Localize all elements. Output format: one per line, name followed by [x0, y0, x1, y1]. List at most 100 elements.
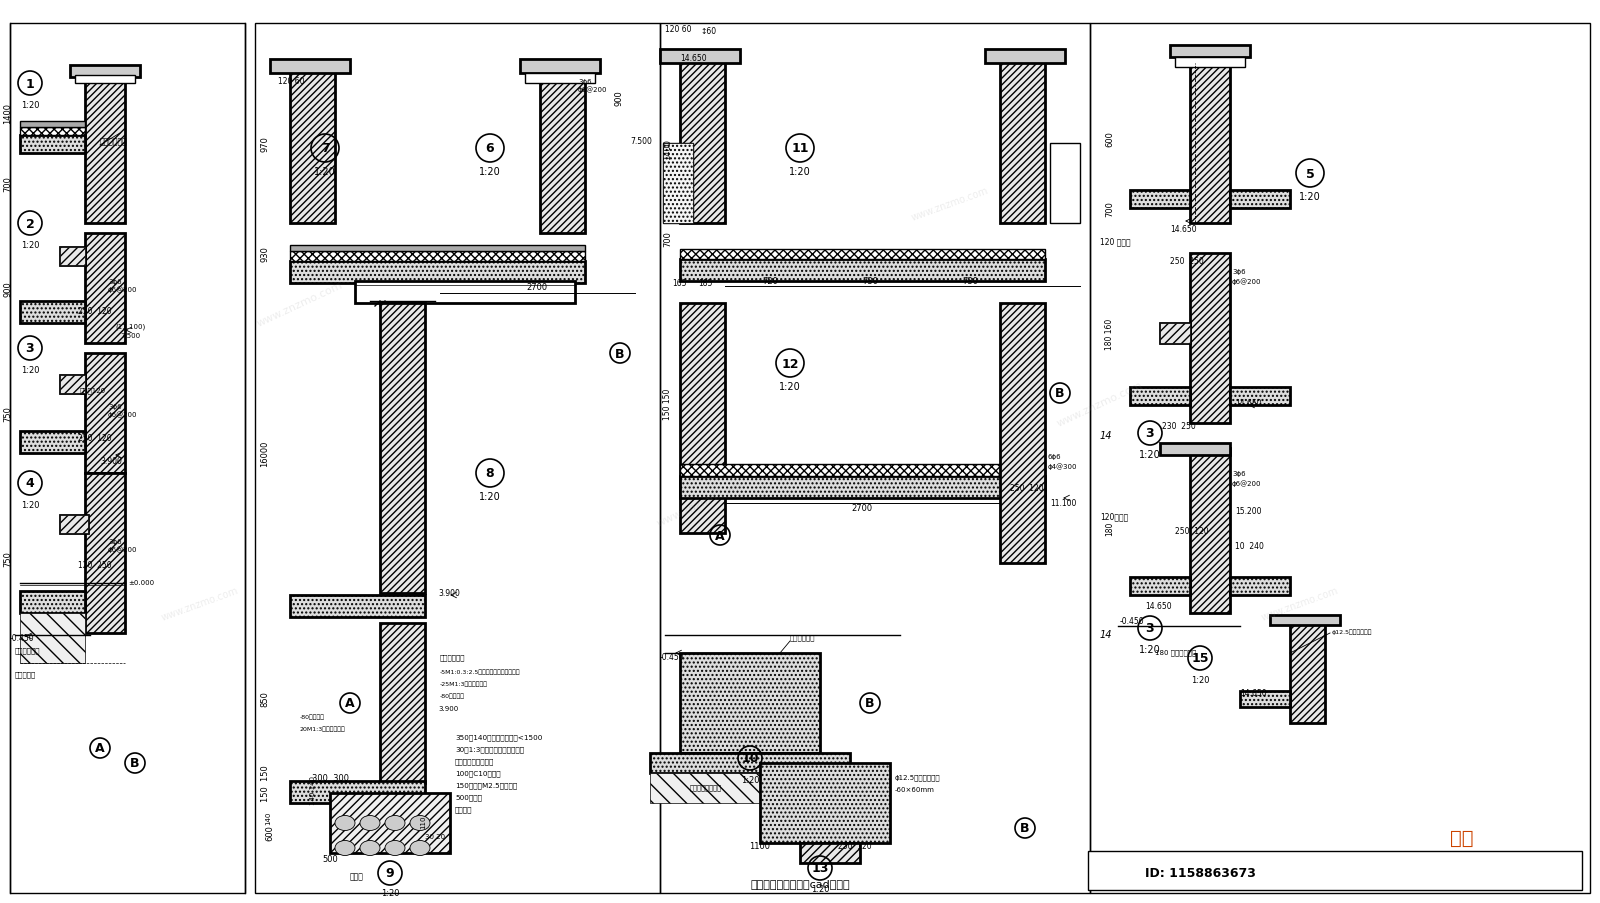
Bar	[1160, 443, 1230, 455]
Text: 3: 3	[1146, 427, 1154, 440]
Bar	[680, 477, 1045, 498]
Text: 6ϕ6: 6ϕ6	[1048, 453, 1062, 460]
Text: -0.450: -0.450	[10, 633, 35, 642]
Text: ϕ6@200: ϕ6@200	[109, 286, 138, 293]
Bar	[1000, 303, 1045, 563]
Bar	[1000, 59, 1045, 224]
Text: ϕ6@200: ϕ6@200	[109, 545, 138, 553]
Text: 500厚护坡: 500厚护坡	[454, 793, 482, 800]
Text: 1100: 1100	[749, 841, 771, 850]
Text: ϕ12.5水泥砂浆护坡: ϕ12.5水泥砂浆护坡	[894, 773, 941, 780]
Bar	[85, 74, 125, 224]
Bar	[85, 234, 125, 344]
Text: ±0.000: ±0.000	[128, 580, 154, 585]
Bar	[330, 793, 450, 853]
Text: 250  120: 250 120	[1010, 483, 1043, 492]
Text: 750: 750	[3, 405, 13, 422]
Text: 300  300: 300 300	[312, 774, 349, 783]
Text: 3.900: 3.900	[438, 589, 459, 598]
Text: 230  250: 230 250	[1162, 422, 1195, 431]
Text: 15: 15	[1192, 652, 1208, 665]
Text: 3001-36: 3001-36	[1480, 860, 1520, 870]
Text: 1:20: 1:20	[1139, 644, 1162, 655]
Bar	[61, 516, 88, 534]
Text: 110: 110	[419, 815, 426, 828]
Bar	[1170, 46, 1250, 58]
Text: 3ϕ6: 3ϕ6	[109, 404, 122, 410]
Bar	[61, 247, 85, 265]
Bar	[1130, 387, 1190, 405]
Bar	[290, 262, 586, 284]
Bar	[1090, 24, 1590, 893]
Text: 7.500: 7.500	[120, 332, 141, 339]
Bar	[680, 303, 725, 534]
Text: 14.650: 14.650	[680, 54, 707, 63]
Text: 12: 12	[781, 357, 798, 370]
Text: 7.500: 7.500	[630, 137, 651, 146]
Text: B: B	[1056, 387, 1064, 400]
Text: 1:20: 1:20	[314, 167, 336, 177]
Text: www.znzmo.com: www.znzmo.com	[910, 185, 990, 222]
Text: 防雨罩120: 防雨罩120	[80, 386, 106, 393]
Text: 140: 140	[266, 811, 270, 824]
Bar	[1230, 387, 1290, 405]
Text: 5: 5	[1306, 167, 1314, 181]
Bar	[1190, 54, 1230, 224]
Text: 180 重楼外窗台止: 180 重楼外窗台止	[1155, 648, 1197, 655]
Bar	[19, 302, 85, 323]
Text: 700: 700	[664, 231, 672, 247]
Text: -60×60mm: -60×60mm	[894, 787, 934, 792]
Text: 150  150: 150 150	[261, 765, 269, 802]
Bar	[680, 653, 819, 753]
Text: -0.450: -0.450	[661, 652, 685, 661]
Text: 750: 750	[3, 551, 13, 566]
Bar	[1230, 191, 1290, 209]
Bar	[19, 591, 85, 613]
Text: 850: 850	[261, 690, 269, 706]
Bar	[19, 432, 85, 453]
Bar	[662, 144, 693, 224]
Bar	[290, 781, 426, 803]
Text: 180: 180	[1106, 521, 1115, 535]
Text: 120 60: 120 60	[278, 77, 304, 86]
Text: 1:20: 1:20	[478, 491, 501, 501]
Text: 720: 720	[762, 276, 778, 285]
Bar	[290, 69, 334, 224]
Bar	[85, 354, 125, 473]
Text: ID: 1158863673: ID: 1158863673	[1144, 867, 1256, 880]
Text: 1:20: 1:20	[1299, 191, 1322, 201]
Text: 2700: 2700	[526, 283, 547, 292]
Text: 3.900: 3.900	[99, 457, 122, 465]
Text: 3ϕ6: 3ϕ6	[1232, 470, 1246, 477]
Bar	[70, 66, 141, 78]
Text: 120 60: 120 60	[666, 25, 691, 34]
Text: 1:20: 1:20	[21, 500, 40, 509]
Text: 1:20: 1:20	[1139, 450, 1162, 460]
Bar	[661, 24, 1090, 893]
Text: 730: 730	[862, 276, 878, 285]
Ellipse shape	[334, 815, 355, 831]
Text: A: A	[346, 697, 355, 710]
Text: ϕ12.5水泥砂浆护坡: ϕ12.5水泥砂浆护坡	[1331, 628, 1373, 634]
Bar	[290, 781, 426, 803]
Bar	[19, 591, 85, 613]
Text: 250  120: 250 120	[1174, 526, 1208, 535]
Text: 大桩基础护墙: 大桩基础护墙	[790, 633, 816, 640]
Text: 10  240: 10 240	[1235, 542, 1264, 551]
Text: 150 150: 150 150	[664, 388, 672, 419]
Text: www.znzmo.com: www.znzmo.com	[160, 585, 240, 622]
Bar	[1130, 577, 1190, 595]
Bar	[75, 76, 134, 84]
Text: 基础垫: 基础垫	[350, 871, 363, 880]
Bar	[290, 246, 586, 252]
Bar	[254, 24, 661, 893]
Text: 500: 500	[322, 854, 338, 863]
Text: 120腰线砖: 120腰线砖	[1101, 511, 1128, 520]
Text: 2700: 2700	[851, 504, 872, 512]
Text: 某小学教学楼建施图cad施工图: 某小学教学楼建施图cad施工图	[750, 878, 850, 888]
Bar	[1190, 54, 1230, 224]
Text: 3ϕ6: 3ϕ6	[578, 79, 592, 85]
Text: 180 160: 180 160	[1106, 318, 1115, 349]
Text: 4: 4	[26, 477, 34, 490]
Text: ϕ6@200: ϕ6@200	[1232, 479, 1261, 487]
